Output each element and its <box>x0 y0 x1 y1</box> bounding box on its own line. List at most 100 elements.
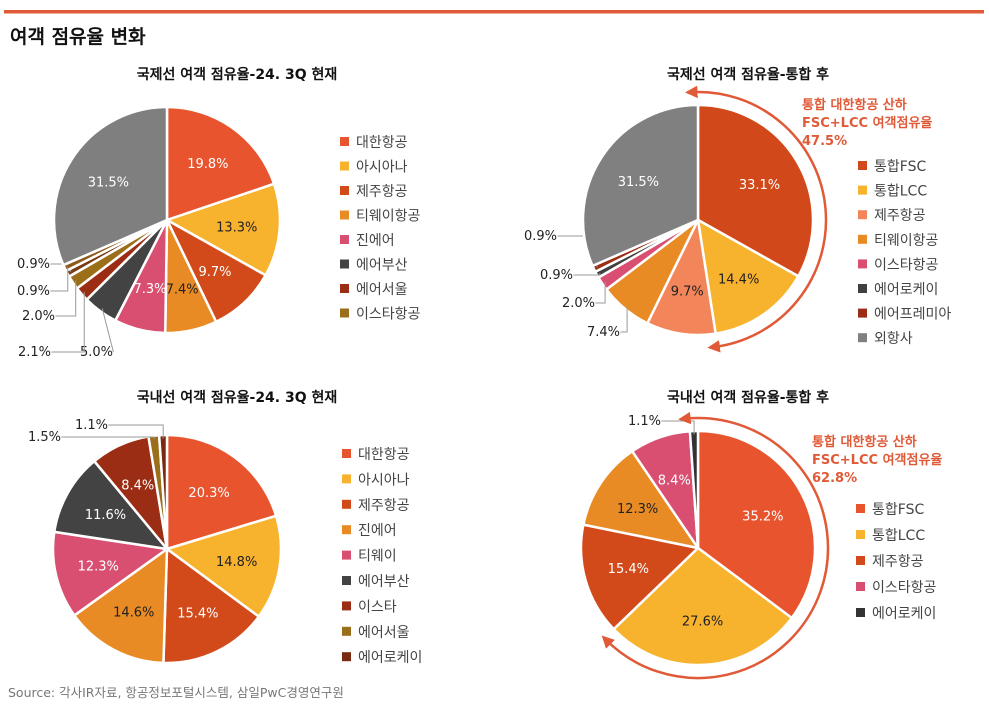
legend-swatch <box>342 525 351 535</box>
legend-swatch <box>342 652 351 662</box>
legend-item: 제주항공 <box>358 498 410 514</box>
slice-label: 8.4% <box>121 479 154 494</box>
leader-line <box>101 308 114 353</box>
legend-item: 이스타항공 <box>872 580 937 596</box>
pie-slice <box>73 547 169 665</box>
pie-slice <box>581 103 700 268</box>
legend-swatch <box>340 235 349 244</box>
legend-swatch <box>340 137 349 146</box>
legend-swatch <box>858 234 867 244</box>
slice-label: 7.4% <box>166 282 199 297</box>
legend-swatch <box>342 576 351 585</box>
slice-label: 19.8% <box>187 157 228 172</box>
slice-label: 2.0% <box>22 309 55 324</box>
slice-label: 31.5% <box>88 176 129 191</box>
slice-label: 1.1% <box>628 414 661 429</box>
pie-slice <box>162 547 261 665</box>
legend-swatch <box>856 608 865 617</box>
legend-item: 에어부산 <box>356 258 408 274</box>
slice-label: 5.0% <box>80 345 113 360</box>
slice-label: 1.1% <box>75 418 108 433</box>
legend-swatch <box>342 550 351 560</box>
legend-item: 아시아나 <box>356 160 408 176</box>
legend-item: 진에어 <box>358 523 397 539</box>
annotation-dom-line1: 통합 대한항공 산하 <box>812 434 917 450</box>
slice-label: 2.0% <box>562 296 595 311</box>
legend-swatch <box>342 499 351 509</box>
slice-label: 15.4% <box>608 562 649 577</box>
pie-slice <box>696 218 800 335</box>
legend-swatch <box>856 530 865 539</box>
legend-item: 대한항공 <box>358 447 410 463</box>
slice-label: 12.3% <box>78 559 119 574</box>
legend-swatch <box>858 210 867 220</box>
legend-item: 티웨이항공 <box>356 209 421 225</box>
legend-item: 이스타 <box>358 599 397 615</box>
leader-line <box>55 280 77 317</box>
legend-swatch <box>340 186 349 195</box>
legend-swatch <box>340 161 349 171</box>
slice-label: 7.3% <box>133 282 166 297</box>
legend-item: 제주항공 <box>356 184 408 200</box>
leader-line <box>61 436 155 440</box>
leader-line <box>50 266 69 292</box>
slice-label: 15.4% <box>177 607 218 622</box>
pie-slice <box>696 429 817 620</box>
pie-slice <box>165 514 283 618</box>
legend-swatch <box>342 626 351 636</box>
slice-label: 1.5% <box>28 430 61 445</box>
pie-slice <box>165 433 278 551</box>
slice-label: 0.9% <box>524 229 557 244</box>
legend-item: 제주항공 <box>874 208 926 224</box>
slice-label: 13.3% <box>216 220 257 235</box>
legend-swatch <box>858 284 867 293</box>
slice-label: 8.4% <box>658 473 691 488</box>
legend-swatch <box>858 308 867 318</box>
chart-title-intl-current: 국제선 여객 점유율-24. 3Q 현재 <box>137 66 338 83</box>
chart-title-dom-merged: 국내선 여객 점유율-통합 후 <box>667 389 829 406</box>
chart-title-dom-current: 국내선 여객 점유율-24. 3Q 현재 <box>137 389 338 406</box>
pie-slice <box>52 105 169 267</box>
legend-swatch <box>340 284 349 293</box>
legend-swatch <box>342 449 351 458</box>
leader-line <box>595 281 606 304</box>
annotation-dom-line2: FSC+LCC 여객점유율 <box>812 452 942 468</box>
legend-swatch <box>342 474 351 484</box>
slice-label: 2.1% <box>18 345 51 360</box>
slice-label: 35.2% <box>742 509 783 524</box>
slice-label: 11.6% <box>85 508 126 523</box>
legend-item: 통합FSC <box>872 502 924 518</box>
slice-label: 0.9% <box>17 257 50 272</box>
slice-label: 14.6% <box>113 605 154 620</box>
legend-item: 대한항공 <box>356 135 408 151</box>
slice-label: 0.9% <box>540 268 573 283</box>
legend-item: 에어로케이 <box>874 282 938 298</box>
annotation-intl-line2: FSC+LCC 여객점유율 <box>802 115 932 131</box>
legend-item: 에어서울 <box>356 282 408 298</box>
legend-swatch <box>858 185 867 195</box>
legend-item: 에어로케이 <box>358 650 422 666</box>
source-note: Source: 각사IR자료, 항공정보포털시스템, 삼일PwC경영연구원 <box>8 685 344 700</box>
slice-label: 20.3% <box>188 486 229 501</box>
slice-label: 31.5% <box>618 175 659 190</box>
leader-line <box>620 306 628 333</box>
legend-swatch <box>858 259 867 269</box>
slice-label: 0.9% <box>17 284 50 299</box>
top-rule <box>4 10 984 14</box>
pie-slice <box>53 459 169 551</box>
slice-label: 14.4% <box>718 273 759 288</box>
legend-swatch <box>858 333 867 343</box>
annotation-dom-line3: 62.8% <box>812 471 857 486</box>
legend-item: 에어부산 <box>358 574 410 590</box>
leader-line <box>51 291 85 353</box>
slice-label: 27.6% <box>682 614 723 629</box>
annotation-arc-arrow <box>601 411 830 680</box>
slice-label: 7.4% <box>587 325 620 340</box>
annotation-arc-arrow <box>685 85 828 353</box>
legend-swatch <box>856 582 865 591</box>
legend-swatch <box>342 601 351 611</box>
legend-swatch <box>858 161 867 170</box>
legend-item: 티웨이 <box>358 549 397 565</box>
legend-item: 진에어 <box>356 233 395 249</box>
chart-title-intl-merged: 국제선 여객 점유율-통합 후 <box>667 66 829 83</box>
